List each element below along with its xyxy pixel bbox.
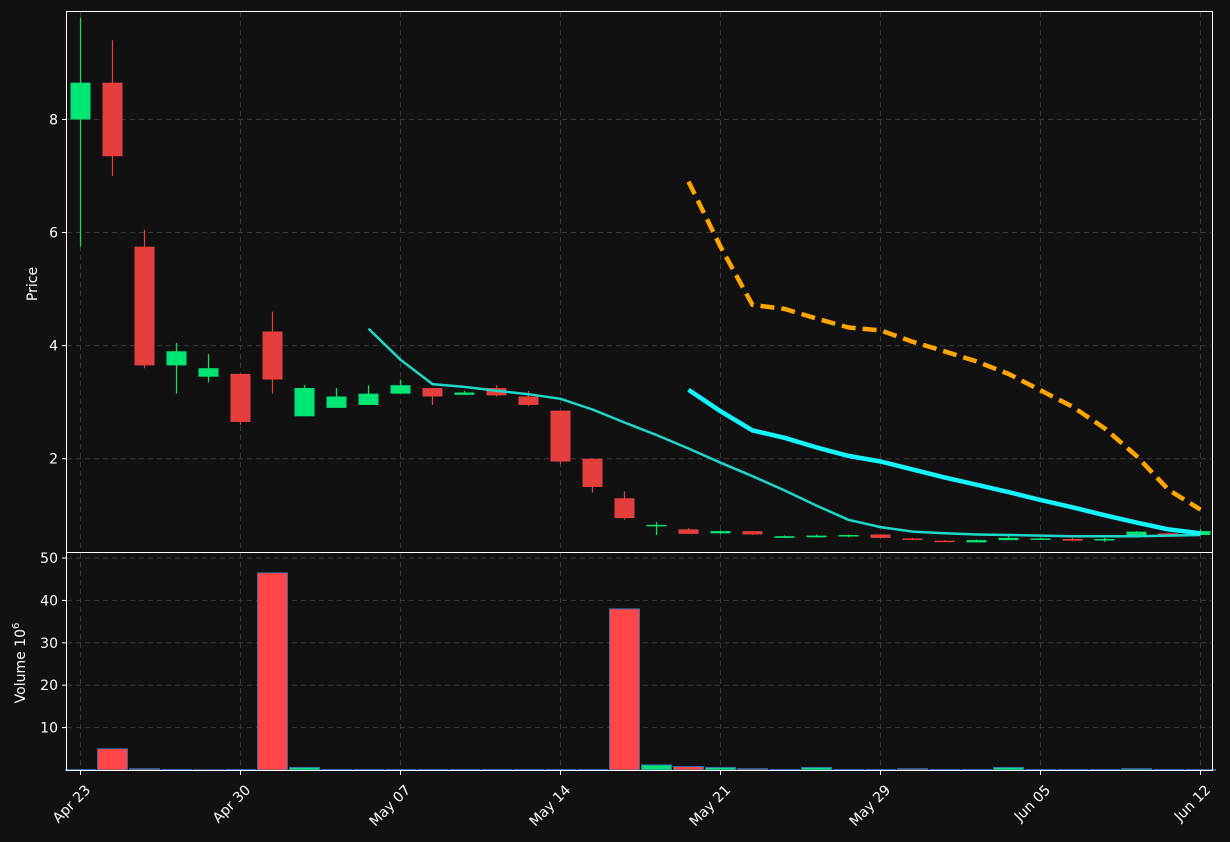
volume-bar <box>737 768 768 771</box>
price-axis-label: Price <box>25 267 41 301</box>
candle-body <box>806 535 827 538</box>
candle-body <box>102 82 123 157</box>
candle-body <box>710 531 731 534</box>
volume-tick-label: 20 <box>40 678 58 694</box>
volume-bar <box>897 768 928 771</box>
volume-bar <box>641 764 672 771</box>
volume-bar <box>97 748 128 771</box>
moving-average-line <box>686 180 1202 512</box>
volume-bar <box>609 608 640 771</box>
candle-body <box>742 531 763 535</box>
candle-body <box>358 393 379 405</box>
volume-panel-frame <box>66 552 1213 771</box>
candle-body <box>902 538 923 540</box>
candle-body <box>390 385 411 394</box>
moving-average-lines <box>367 180 1202 538</box>
price-grid <box>67 12 1212 552</box>
volume-axis-label-text: Volume 10 <box>13 629 29 703</box>
candle-body <box>678 529 699 534</box>
candle-body <box>838 535 859 537</box>
candle-body <box>326 396 347 408</box>
candle-body <box>518 396 539 405</box>
moving-average-line <box>687 387 1201 536</box>
candle-body <box>1062 538 1083 541</box>
volume-bar <box>673 766 704 771</box>
price-y-ticks: 2 4 6 8 <box>49 112 67 468</box>
candle-body <box>966 540 987 543</box>
candle-body <box>1158 533 1179 535</box>
volume-axis-label-exponent: 6 <box>11 623 22 629</box>
candle-body <box>198 368 219 377</box>
candle-body <box>422 388 443 397</box>
candle-body <box>1094 538 1115 541</box>
volume-tick-label: 50 <box>40 551 58 567</box>
candle-body <box>1030 538 1051 540</box>
candle-body <box>614 498 635 519</box>
volume-bar <box>705 766 736 771</box>
candle-body <box>166 351 187 366</box>
volume-axis-label: Volume 106 <box>11 623 29 704</box>
volume-bar <box>993 766 1024 771</box>
volume-bars <box>65 572 1216 772</box>
candle-body <box>230 373 251 422</box>
candle-body <box>262 331 283 380</box>
volume-bar <box>129 768 160 771</box>
volume-bar <box>289 766 320 771</box>
candle-body <box>998 537 1019 541</box>
candle-body <box>550 410 571 462</box>
price-tick-label: 8 <box>49 112 58 128</box>
volume-bar <box>1121 768 1152 771</box>
price-tick-label: 2 <box>49 452 58 468</box>
moving-average-line <box>367 327 1201 538</box>
candle-body <box>1126 531 1147 537</box>
candle-body <box>646 524 667 527</box>
price-tick-label: 6 <box>49 226 58 242</box>
candle-body <box>774 536 795 538</box>
candle-body <box>582 458 603 487</box>
volume-tick-label: 40 <box>40 593 58 609</box>
candle-body <box>294 388 315 417</box>
candle-body <box>70 82 91 120</box>
volume-tick-label: 30 <box>40 636 58 652</box>
candle-body <box>934 540 955 543</box>
volume-tick-label: 10 <box>40 721 58 737</box>
candle-body <box>454 392 475 395</box>
price-tick-label: 4 <box>49 339 58 355</box>
volume-bar <box>257 572 288 771</box>
volume-y-ticks: 10 20 30 40 50 <box>40 551 67 737</box>
volume-bar <box>801 766 832 771</box>
candle-body <box>134 246 155 366</box>
candle-body <box>870 534 891 538</box>
